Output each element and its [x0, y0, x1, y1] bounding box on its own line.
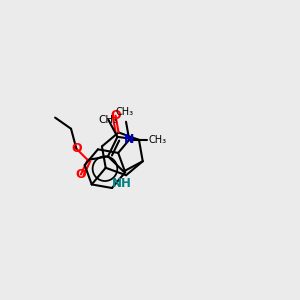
Text: N: N	[124, 133, 134, 146]
Text: CH₃: CH₃	[99, 115, 118, 125]
Text: NH: NH	[112, 177, 132, 190]
Text: O: O	[110, 109, 121, 122]
Text: O: O	[71, 142, 82, 155]
Text: CH₃: CH₃	[149, 135, 167, 145]
Text: CH₃: CH₃	[115, 106, 133, 117]
Text: O: O	[76, 168, 86, 181]
